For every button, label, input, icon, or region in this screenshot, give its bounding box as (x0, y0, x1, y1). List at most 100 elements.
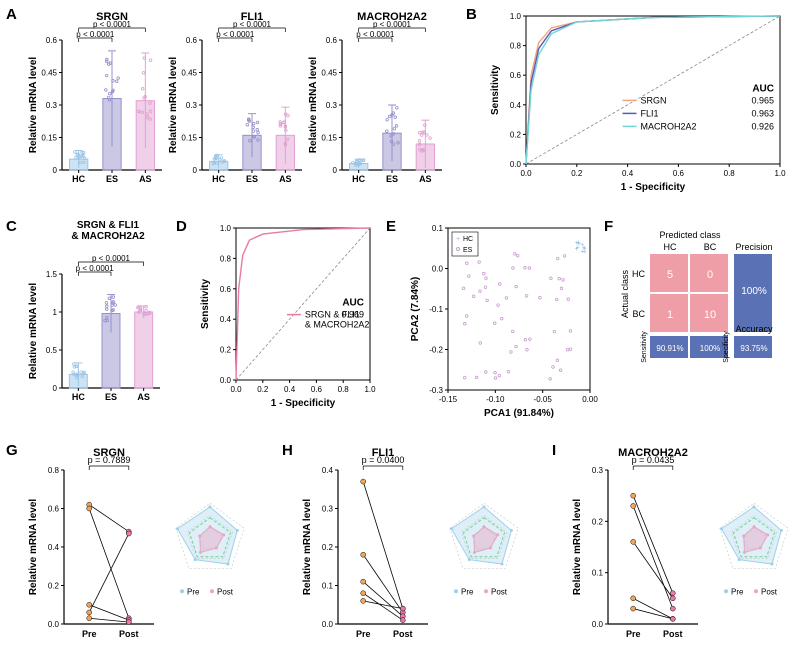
svg-text:-0.10: -0.10 (486, 395, 505, 404)
svg-text:Pre: Pre (626, 629, 641, 639)
svg-text:p < 0.0001: p < 0.0001 (373, 20, 412, 29)
svg-text:ES: ES (463, 247, 473, 254)
svg-text:1.0: 1.0 (510, 12, 522, 21)
svg-text:BC: BC (704, 242, 717, 252)
svg-text:0.6: 0.6 (311, 385, 323, 394)
svg-text:0.6: 0.6 (510, 71, 522, 80)
svg-text:0.2: 0.2 (220, 346, 232, 355)
panel-f: Predicted classHCBCActual classHC50BC110… (620, 228, 800, 418)
panel-label-e: E (386, 218, 396, 235)
svg-text:1.5: 1.5 (46, 270, 58, 279)
svg-text:0.4: 0.4 (622, 169, 634, 178)
svg-text:Actual class: Actual class (620, 269, 630, 318)
svg-text:0.4: 0.4 (510, 101, 522, 110)
svg-text:HC: HC (72, 174, 85, 184)
svg-text:Post: Post (761, 587, 778, 596)
svg-text:-0.15: -0.15 (439, 395, 458, 404)
svg-text:& MACROH2A2: & MACROH2A2 (305, 320, 370, 330)
svg-text:1.0: 1.0 (220, 224, 232, 233)
svg-text:+: + (577, 241, 581, 248)
svg-text:BC: BC (632, 309, 645, 319)
panel-label-b: B (466, 6, 477, 23)
svg-text:0.6: 0.6 (46, 36, 58, 45)
svg-text:Specificity: Specificity (723, 331, 730, 363)
svg-text:0.0: 0.0 (322, 620, 334, 629)
panel-e: -0.15-0.10-0.050.00-0.3-0.2-0.10.00.1+++… (406, 220, 596, 420)
panel-b: 0.00.00.20.20.40.40.60.60.80.81.01.01 - … (486, 8, 786, 198)
svg-text:0.3: 0.3 (322, 505, 334, 514)
svg-text:0.2: 0.2 (592, 517, 604, 526)
svg-text:Sensitivity: Sensitivity (641, 331, 648, 363)
svg-text:0.8: 0.8 (48, 466, 60, 475)
svg-text:0.2: 0.2 (510, 130, 522, 139)
svg-text:Pre: Pre (356, 629, 371, 639)
panel-a: SRGN00.150.30.450.6Relative mRNA levelHC… (26, 8, 456, 198)
svg-text:0.6: 0.6 (220, 285, 232, 294)
svg-text:Post: Post (119, 629, 139, 639)
panel-label-i: I (552, 442, 556, 459)
svg-text:0.8: 0.8 (338, 385, 350, 394)
svg-text:HC: HC (212, 174, 225, 184)
svg-text:PCA2 (7.84%): PCA2 (7.84%) (410, 277, 421, 341)
svg-text:0.4: 0.4 (322, 466, 334, 475)
svg-text:ES: ES (106, 174, 118, 184)
svg-text:HC: HC (664, 242, 677, 252)
svg-text:0: 0 (707, 269, 713, 281)
svg-text:Post: Post (393, 629, 413, 639)
svg-text:-0.2: -0.2 (429, 346, 443, 355)
svg-text:0.8: 0.8 (220, 254, 232, 263)
panel-i: MACROH2A20.00.10.20.3Relative mRNA level… (570, 444, 800, 654)
svg-text:-0.1: -0.1 (429, 305, 443, 314)
svg-text:0: 0 (193, 166, 198, 175)
svg-text:HC: HC (463, 236, 473, 243)
svg-text:Pre: Pre (187, 587, 200, 596)
svg-text:Post: Post (217, 587, 234, 596)
svg-text:0.1: 0.1 (592, 569, 604, 578)
panel-g: SRGN0.00.20.40.60.8Relative mRNA levelp … (26, 444, 276, 654)
svg-text:0.963: 0.963 (751, 108, 774, 118)
svg-text:0.6: 0.6 (48, 505, 60, 514)
svg-text:0.2: 0.2 (48, 582, 60, 591)
svg-text:0: 0 (53, 384, 58, 393)
svg-text:0.2: 0.2 (257, 385, 269, 394)
svg-text:5: 5 (667, 269, 673, 281)
svg-text:Accuracy: Accuracy (735, 324, 773, 334)
svg-text:0.3: 0.3 (326, 101, 338, 110)
panel-label-a: A (6, 6, 17, 23)
svg-text:0.926: 0.926 (751, 121, 774, 131)
svg-text:p < 0.0001: p < 0.0001 (92, 254, 131, 263)
svg-text:0.6: 0.6 (326, 36, 338, 45)
svg-text:0.8: 0.8 (510, 42, 522, 51)
svg-text:HC: HC (72, 392, 85, 402)
svg-text:0.8: 0.8 (724, 169, 736, 178)
svg-text:0.4: 0.4 (220, 315, 232, 324)
svg-text:p < 0.0001: p < 0.0001 (216, 30, 255, 39)
svg-text:AUC: AUC (342, 298, 364, 309)
svg-text:0.00: 0.00 (582, 395, 598, 404)
svg-text:Relative mRNA level: Relative mRNA level (572, 499, 583, 596)
svg-text:AS: AS (139, 174, 152, 184)
svg-text:0.0: 0.0 (510, 160, 522, 169)
svg-text:HC: HC (352, 174, 365, 184)
svg-text:Relative mRNA level: Relative mRNA level (28, 499, 39, 596)
svg-text:0.6: 0.6 (186, 36, 198, 45)
svg-text:1.0: 1.0 (364, 385, 376, 394)
svg-text:+: + (583, 249, 587, 256)
panel-label-h: H (282, 442, 293, 459)
svg-text:0.0: 0.0 (48, 620, 60, 629)
svg-text:FLI1: FLI1 (641, 108, 659, 118)
svg-text:100%: 100% (700, 344, 720, 353)
svg-text:1 - Specificity: 1 - Specificity (621, 182, 686, 193)
svg-text:0.4: 0.4 (48, 543, 60, 552)
svg-text:Relative mRNA level: Relative mRNA level (302, 499, 313, 596)
svg-text:AS: AS (137, 392, 150, 402)
svg-text:ES: ES (386, 174, 398, 184)
svg-text:SRGN: SRGN (641, 95, 667, 105)
svg-text:0.2: 0.2 (322, 543, 334, 552)
svg-text:1: 1 (667, 309, 673, 321)
svg-text:p < 0.0001: p < 0.0001 (233, 20, 272, 29)
svg-text:0.0: 0.0 (230, 385, 242, 394)
svg-text:p < 0.0001: p < 0.0001 (76, 264, 115, 273)
svg-text:0.0: 0.0 (592, 620, 604, 629)
svg-text:Post: Post (491, 587, 508, 596)
